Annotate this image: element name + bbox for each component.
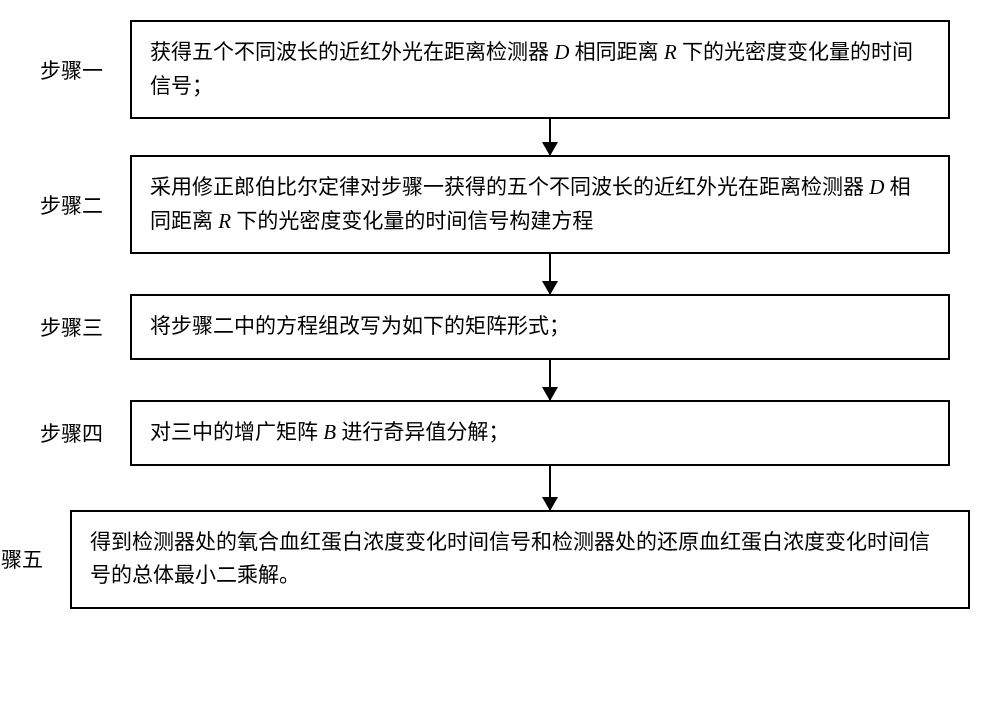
step-5-box: 得到检测器处的氧合血红蛋白浓度变化时间信号和检测器处的还原血红蛋白浓度变化时间信…	[70, 510, 970, 609]
arrow-3-4	[30, 360, 970, 400]
step-4-label: 步骤四	[30, 418, 130, 448]
arrow-2-3	[30, 254, 970, 294]
step-2-row: 步骤二 采用修正郎伯比尔定律对步骤一获得的五个不同波长的近红外光在距离检测器 D…	[30, 155, 970, 254]
step-4-text-prefix: 对三中的增广矩阵	[150, 420, 323, 444]
arrow-1-2	[30, 119, 970, 155]
step-2-var-r: R	[218, 209, 231, 233]
step-4-var-b: B	[323, 420, 336, 444]
step-1-label: 步骤一	[30, 55, 130, 85]
step-5-label: 步骤五	[0, 544, 70, 574]
step-1-text-mid1: 相同距离	[569, 40, 664, 64]
step-3-box: 将步骤二中的方程组改写为如下的矩阵形式；	[130, 294, 950, 360]
step-2-var-d: D	[869, 175, 884, 199]
step-4-box: 对三中的增广矩阵 B 进行奇异值分解；	[130, 400, 950, 466]
arrow-4-5	[30, 466, 970, 510]
step-3-text: 将步骤二中的方程组改写为如下的矩阵形式；	[150, 314, 570, 338]
step-1-row: 步骤一 获得五个不同波长的近红外光在距离检测器 D 相同距离 R 下的光密度变化…	[30, 20, 970, 119]
step-1-box: 获得五个不同波长的近红外光在距离检测器 D 相同距离 R 下的光密度变化量的时间…	[130, 20, 950, 119]
step-2-label: 步骤二	[30, 190, 130, 220]
step-3-label: 步骤三	[30, 312, 130, 342]
step-1-var-d: D	[554, 40, 569, 64]
step-4-text-suffix: 进行奇异值分解；	[336, 420, 509, 444]
step-1-text-prefix: 获得五个不同波长的近红外光在距离检测器	[150, 40, 554, 64]
step-2-text-suffix: 下的光密度变化量的时间信号构建方程	[231, 209, 593, 233]
step-2-box: 采用修正郎伯比尔定律对步骤一获得的五个不同波长的近红外光在距离检测器 D 相同距…	[130, 155, 950, 254]
step-4-row: 步骤四 对三中的增广矩阵 B 进行奇异值分解；	[30, 400, 970, 466]
step-1-var-r: R	[664, 40, 677, 64]
step-3-row: 步骤三 将步骤二中的方程组改写为如下的矩阵形式；	[30, 294, 970, 360]
flowchart-container: 步骤一 获得五个不同波长的近红外光在距离检测器 D 相同距离 R 下的光密度变化…	[30, 20, 970, 609]
step-5-row: 步骤五 得到检测器处的氧合血红蛋白浓度变化时间信号和检测器处的还原血红蛋白浓度变…	[0, 510, 970, 609]
step-2-text-prefix: 采用修正郎伯比尔定律对步骤一获得的五个不同波长的近红外光在距离检测器	[150, 175, 869, 199]
step-5-text: 得到检测器处的氧合血红蛋白浓度变化时间信号和检测器处的还原血红蛋白浓度变化时间信…	[90, 530, 930, 588]
